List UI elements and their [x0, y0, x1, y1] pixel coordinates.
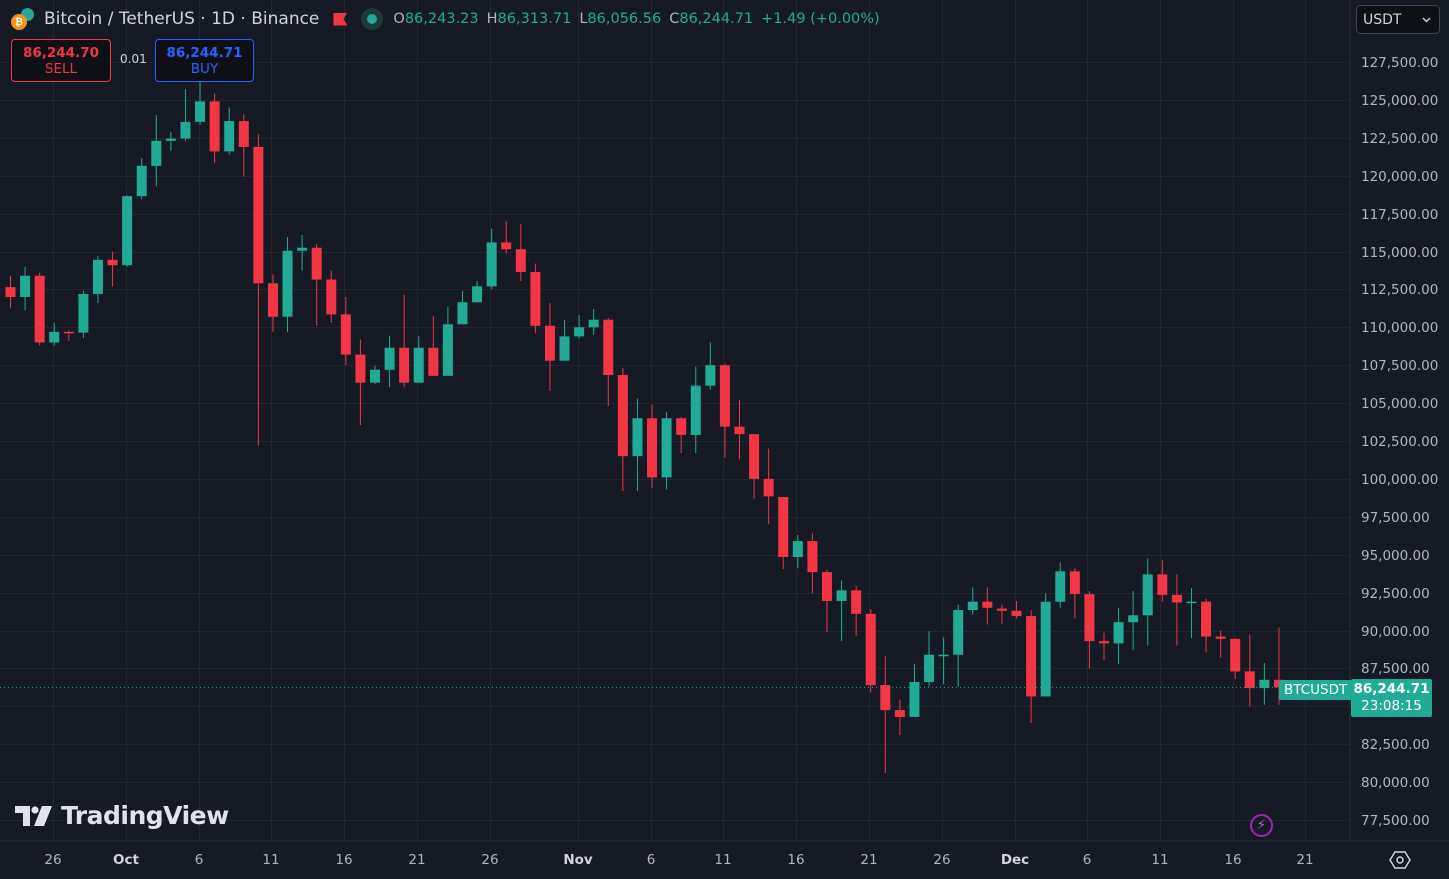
open-value: 86,243.23	[404, 11, 479, 27]
price-axis-label: 122,500.00	[1361, 130, 1439, 147]
time-axis-label: 26	[44, 852, 62, 868]
price-axis-label: 117,500.00	[1361, 206, 1439, 223]
symbol-title[interactable]: Bitcoin / TetherUS · 1D · Binance	[44, 9, 320, 29]
price-axis-label: 125,000.00	[1361, 92, 1439, 109]
price-axis-label: 95,000.00	[1361, 547, 1430, 564]
time-axis-label: 21	[408, 852, 426, 868]
btc-usdt-symbol-icon: ₿	[10, 6, 36, 32]
symbol-header: ₿ Bitcoin / TetherUS · 1D · Binance O86,…	[10, 6, 880, 32]
time-axis-label: 16	[787, 852, 805, 868]
price-axis-label: 115,000.00	[1361, 244, 1439, 261]
price-axis-label: 105,000.00	[1361, 395, 1439, 412]
time-axis-label: 21	[1296, 852, 1314, 868]
open-label: O	[393, 11, 405, 27]
price-axis-label: 127,500.00	[1361, 54, 1439, 71]
ohlc-legend: O86,243.23 H86,313.71 L86,056.56 C86,244…	[393, 11, 879, 27]
tradingview-logo-icon	[15, 805, 52, 826]
currency-value: USDT	[1363, 11, 1402, 28]
spread-value: 0.01	[120, 52, 147, 66]
bar-countdown: 23:08:15	[1361, 698, 1422, 714]
high-label: H	[486, 11, 498, 27]
price-axis-label: 112,500.00	[1361, 281, 1439, 298]
market-status-icon[interactable]	[361, 8, 384, 30]
last-price-label: 86,244.71 23:08:15	[1351, 679, 1432, 717]
price-axis-label: 120,000.00	[1361, 168, 1439, 185]
price-axis-label: 92,500.00	[1361, 585, 1430, 602]
time-axis-label: 6	[1082, 852, 1092, 868]
high-value: 86,313.71	[497, 11, 572, 27]
low-label: L	[579, 11, 588, 27]
last-price-value: 86,244.71	[1353, 681, 1430, 697]
time-axis-label: 16	[335, 852, 353, 868]
tradingview-logo[interactable]: TradingView	[15, 801, 229, 830]
time-axis-label: Oct	[113, 852, 139, 868]
time-axis-label: 11	[262, 852, 280, 868]
chevron-down-icon	[1422, 17, 1431, 22]
close-value: 86,244.71	[679, 11, 754, 27]
symbol-price-tag: BTCUSDT	[1279, 680, 1353, 700]
time-axis-label: 26	[481, 852, 499, 868]
price-axis-label: 102,500.00	[1361, 433, 1439, 450]
price-axis-label: 80,000.00	[1361, 774, 1430, 791]
price-axis-label: 90,000.00	[1361, 623, 1430, 640]
lightning-icon[interactable]: ⚡︎	[1250, 814, 1273, 837]
time-axis-label: 26	[933, 852, 951, 868]
price-axis-label: 87,500.00	[1361, 660, 1430, 677]
buy-price: 86,244.71	[166, 44, 243, 61]
change-value: +1.49 (+0.00%)	[761, 11, 880, 27]
logo-text: TradingView	[61, 801, 229, 830]
sell-label: SELL	[44, 60, 78, 77]
sell-button[interactable]: 86,244.70 SELL	[11, 39, 111, 82]
time-axis-label: 16	[1224, 852, 1242, 868]
price-axis-label: 110,000.00	[1361, 319, 1439, 336]
time-axis-label: Dec	[1000, 852, 1030, 868]
time-axis-label: 6	[646, 852, 656, 868]
grid-lines	[0, 0, 1350, 840]
low-value: 86,056.56	[587, 11, 662, 27]
close-label: C	[669, 11, 680, 27]
time-axis-label: 21	[860, 852, 878, 868]
currency-selector[interactable]: USDT	[1356, 5, 1440, 34]
flag-icon[interactable]	[333, 12, 348, 26]
buy-button[interactable]: 86,244.71 BUY	[155, 39, 254, 82]
bitcoin-icon: ₿	[11, 14, 27, 30]
settings-hex-icon[interactable]	[1389, 849, 1411, 871]
price-axis-label: 100,000.00	[1361, 471, 1439, 488]
buy-label: BUY	[190, 60, 219, 77]
time-axis-label: 6	[194, 852, 204, 868]
time-axis-label: 11	[714, 852, 732, 868]
price-axis-label: 77,500.00	[1361, 812, 1430, 829]
price-axis-label: 97,500.00	[1361, 509, 1430, 526]
candles	[5, 81, 1299, 774]
price-axis-label: 107,500.00	[1361, 357, 1439, 374]
time-axis-label: 11	[1151, 852, 1169, 868]
sell-price: 86,244.70	[22, 44, 99, 61]
time-axis-label: Nov	[563, 852, 593, 868]
price-axis-label: 82,500.00	[1361, 736, 1430, 753]
